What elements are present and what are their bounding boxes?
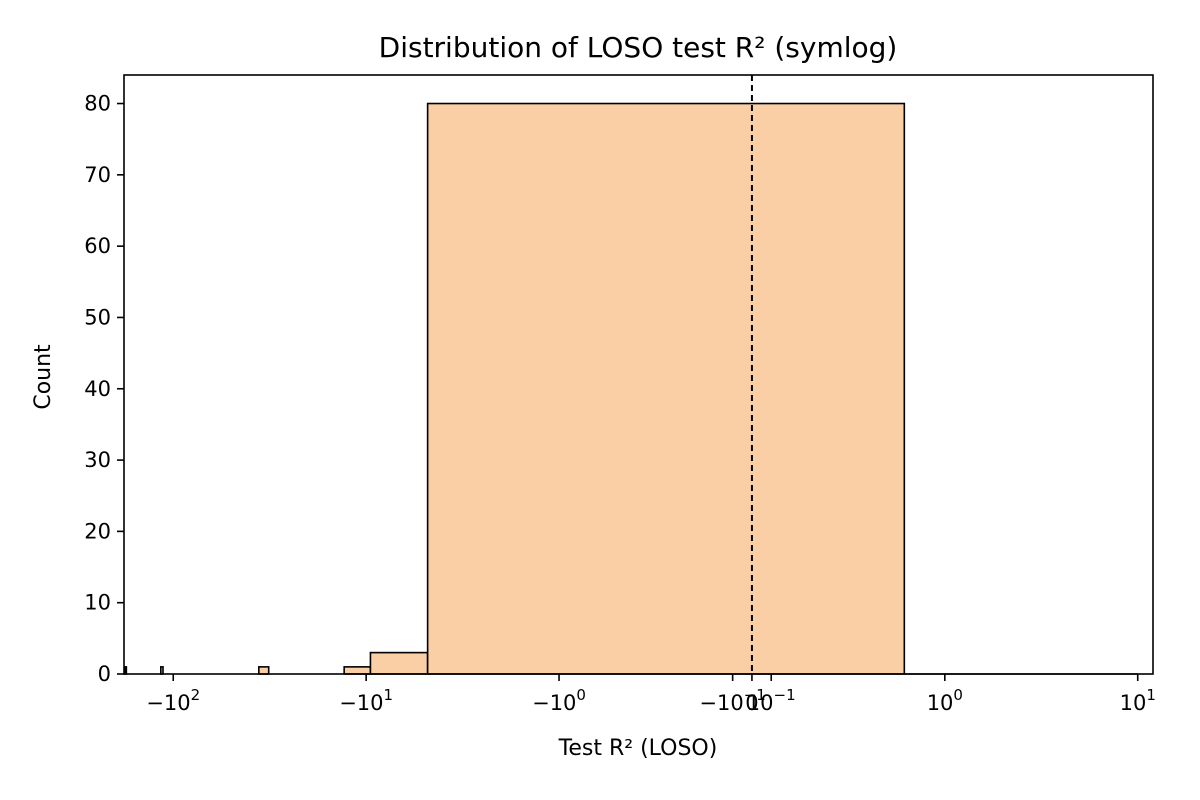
- histogram-bar: [258, 666, 270, 675]
- x-tick-label: −100: [532, 686, 586, 715]
- y-tick-label: 0: [98, 662, 111, 686]
- x-tick-label: 100: [927, 686, 963, 715]
- y-axis-ticks: 0 10 20 30 40 50 60 70 80: [84, 92, 124, 686]
- y-tick-label: 40: [84, 377, 111, 401]
- plot-frame: [123, 74, 1154, 675]
- x-tick-label: −101: [339, 686, 393, 715]
- y-tick-label: 20: [84, 519, 111, 543]
- histogram-bar: [343, 666, 372, 675]
- x-tick-label: 101: [1120, 686, 1156, 715]
- y-tick-label: 80: [84, 92, 111, 116]
- y-tick-label: 50: [84, 305, 111, 329]
- y-tick-label: 70: [84, 163, 111, 187]
- x-tick-label: −10−1: [699, 686, 765, 715]
- y-tick-label: 60: [84, 234, 111, 258]
- x-tick-label: −102: [146, 686, 200, 715]
- histogram-bar: [124, 666, 128, 675]
- bars-group: [124, 102, 1138, 675]
- x-tick-label: 10−1: [747, 686, 796, 715]
- x-tick-label: 0: [745, 691, 758, 715]
- x-axis-label: Test R² (LOSO): [558, 736, 718, 761]
- y-axis-label: Count: [31, 344, 56, 410]
- y-tick-label: 10: [84, 591, 111, 615]
- histogram-bar: [369, 651, 429, 675]
- histogram-bar: [426, 102, 906, 675]
- chart-title: Distribution of LOSO test R² (symlog): [379, 31, 898, 64]
- y-tick-label: 30: [84, 448, 111, 472]
- histogram-bar: [160, 666, 164, 675]
